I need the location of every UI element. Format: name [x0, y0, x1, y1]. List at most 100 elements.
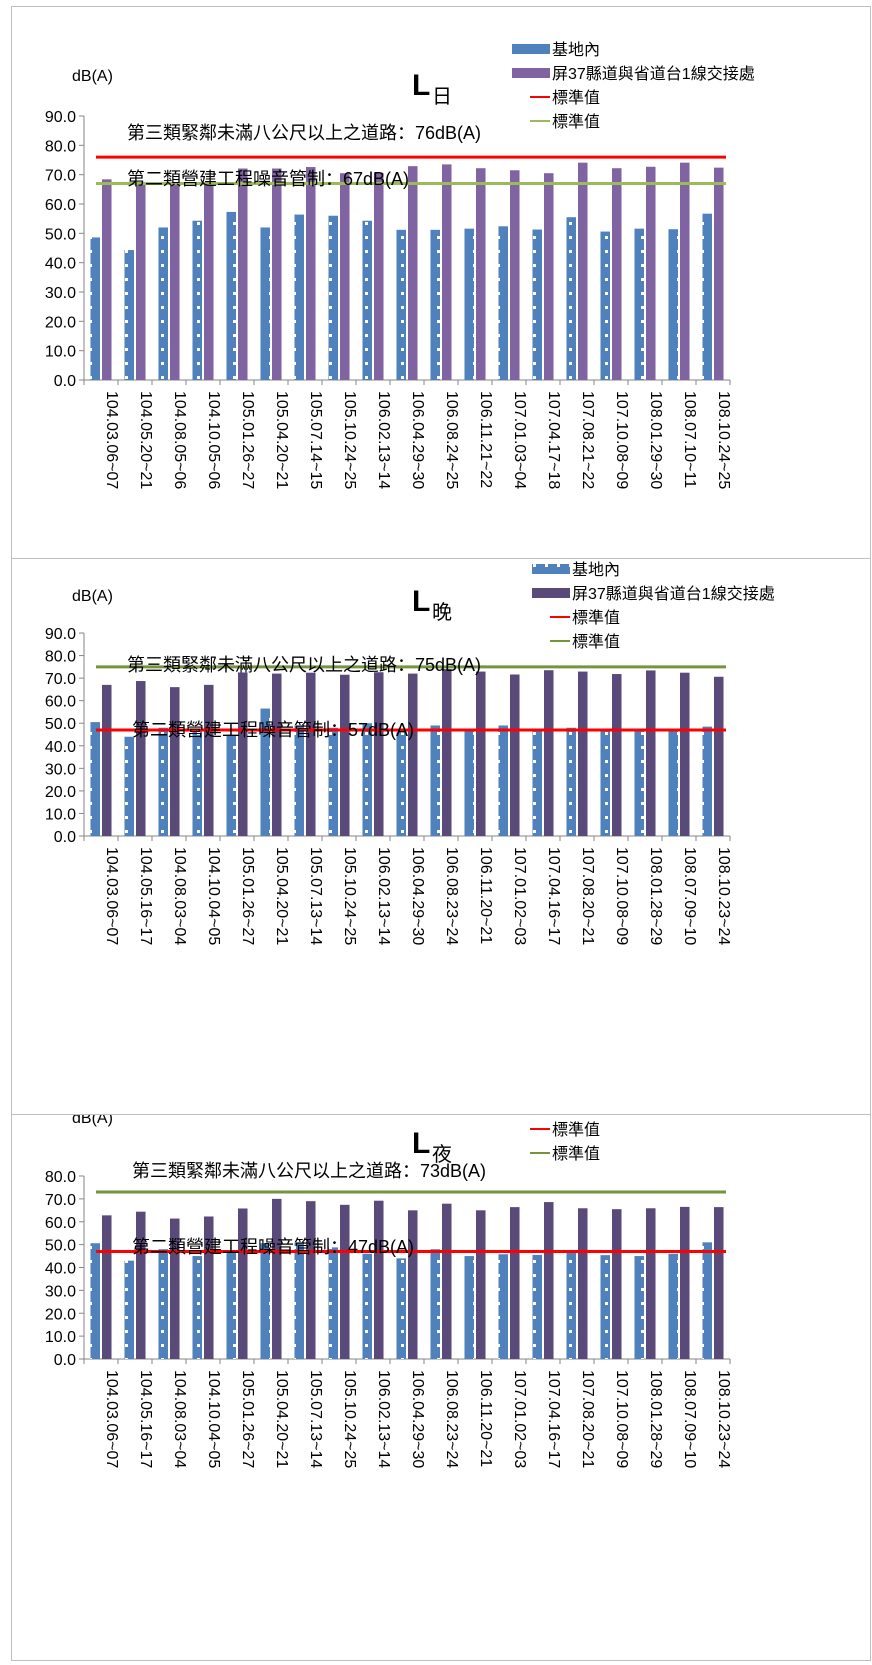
bar-road-junction [544, 670, 554, 836]
chart-panel-night: L 夜 dB(A) 標準值 標準值 0.0 10.0 20.0 30.0 40.0 50.0 60.0… [11, 1110, 871, 1661]
bar-road-junction [578, 162, 588, 380]
bar-road-junction [374, 172, 384, 380]
bar-base-site [328, 727, 338, 836]
y-tick-label: 30.0 [45, 761, 76, 778]
x-tick-label: 106.08.23~24 [443, 1370, 460, 1468]
bar-road-junction [476, 671, 486, 836]
x-tick-label: 106.08.24~25 [443, 391, 460, 489]
legend-label: 標準值 [572, 633, 620, 651]
bar-base-site [464, 228, 474, 380]
x-tick-label: 104.03.06~07 [103, 1370, 120, 1468]
x-tick-label: 108.07.10~11 [681, 391, 698, 488]
y-tick-label: 90.0 [45, 626, 76, 643]
x-tick-label: 106.02.13~14 [375, 1370, 392, 1468]
bar-base-site [702, 213, 712, 380]
legend-label: 標準值 [552, 1145, 600, 1163]
bar-road-junction [544, 173, 554, 380]
x-tick-label: 108.10.23~24 [715, 847, 732, 945]
y-tick-label: 50.0 [45, 1238, 76, 1255]
bar-base-site [634, 228, 644, 380]
x-tick-label: 104.05.16~17 [137, 847, 154, 945]
x-tick-label: 108.01.28~29 [647, 1370, 664, 1468]
bar-base-site [634, 1256, 644, 1359]
reference-line-label: 第二類營建工程噪音管制：47dB(A) [132, 1237, 414, 1257]
x-tick-label: 105.04.20~21 [273, 847, 290, 945]
bar-road-junction [680, 672, 690, 836]
x-tick-label: 104.05.20~21 [137, 391, 154, 489]
y-tick-label: 80.0 [45, 649, 76, 666]
bar-base-site [260, 1243, 270, 1359]
y-tick-label: 60.0 [45, 1215, 76, 1232]
bar-road-junction [442, 1203, 452, 1359]
bar-base-site [192, 220, 202, 380]
bar-road-junction [408, 166, 418, 380]
bar-road-junction [374, 1200, 384, 1359]
y-tick-label: 0.0 [54, 373, 76, 390]
x-tick-label: 104.08.03~04 [171, 1370, 188, 1468]
x-tick-label: 105.07.13~14 [307, 1370, 324, 1468]
x-tick-label: 107.04.16~17 [545, 1370, 562, 1468]
bar-road-junction [136, 681, 146, 836]
legend-label: 標準值 [572, 609, 620, 627]
bar-road-junction [306, 672, 316, 836]
y-tick-label: 80.0 [45, 138, 76, 155]
evening-chart: L 晚dB(A)基地內屏37縣道與省道台1線交接處標準值標準值0.010.020.… [45, 561, 775, 945]
y-tick-label: 80.0 [45, 1169, 76, 1186]
bar-road-junction [578, 1208, 588, 1359]
legend-label: 基地內 [552, 41, 600, 59]
x-tick-label: 107.01.02~03 [511, 1370, 528, 1468]
legend-swatch [532, 588, 570, 598]
x-tick-label: 107.08.20~21 [579, 1370, 596, 1468]
legend-label: 標準值 [552, 89, 600, 107]
bar-base-site [158, 727, 168, 836]
y-tick-label: 40.0 [45, 256, 76, 273]
x-tick-label: 106.04.29~30 [409, 1370, 426, 1468]
y-tick-label: 20.0 [45, 784, 76, 801]
bar-road-junction [442, 164, 452, 380]
bar-base-site [260, 708, 270, 836]
x-tick-label: 107.04.17~18 [545, 391, 562, 489]
bar-road-junction [306, 1201, 316, 1359]
bar-base-site [668, 229, 678, 380]
x-tick-label: 105.01.26~27 [239, 847, 256, 945]
x-tick-label: 105.10.24~25 [341, 1370, 358, 1468]
x-tick-label: 104.08.05~06 [171, 391, 188, 489]
x-tick-label: 104.10.05~06 [205, 391, 222, 489]
x-tick-label: 107.08.21~22 [579, 391, 596, 489]
chart-title-subscript: 晚 [432, 601, 452, 624]
bar-road-junction [238, 672, 248, 836]
y-tick-label: 40.0 [45, 739, 76, 756]
bar-road-junction [306, 167, 316, 380]
bar-base-site [532, 1254, 542, 1359]
bar-road-junction [204, 184, 214, 380]
bar-base-site [396, 1258, 406, 1359]
bar-base-site [464, 1256, 474, 1359]
x-tick-label: 106.08.23~24 [443, 847, 460, 945]
bar-road-junction [340, 674, 350, 836]
bar-base-site [498, 226, 508, 380]
bar-road-junction [612, 674, 622, 836]
y-tick-label: 50.0 [45, 716, 76, 733]
bar-road-junction [714, 167, 724, 380]
x-tick-label: 108.10.23~24 [715, 1370, 732, 1468]
bar-base-site [634, 729, 644, 836]
x-tick-label: 107.08.20~21 [579, 847, 596, 945]
y-tick-label: 70.0 [45, 671, 76, 688]
bar-road-junction [578, 671, 588, 836]
bar-road-junction [408, 673, 418, 836]
bar-road-junction [102, 179, 112, 380]
x-tick-label: 106.02.13~14 [375, 847, 392, 945]
bar-road-junction [136, 1211, 146, 1359]
legend-label: 基地內 [572, 561, 620, 579]
legend-label: 屏37縣道與省道台1線交接處 [572, 585, 775, 603]
bar-road-junction [646, 670, 656, 836]
night-chart: L 夜dB(A)標準值標準值0.010.020.030.040.050.060.0… [45, 1110, 732, 1468]
bar-road-junction [510, 1207, 520, 1359]
x-tick-label: 105.01.26~27 [239, 391, 256, 489]
y-tick-label: 10.0 [45, 806, 76, 823]
x-tick-label: 108.01.29~30 [647, 391, 664, 489]
x-tick-label: 107.04.16~17 [545, 847, 562, 945]
x-tick-label: 108.07.09~10 [681, 847, 698, 945]
bar-base-site [226, 734, 236, 836]
